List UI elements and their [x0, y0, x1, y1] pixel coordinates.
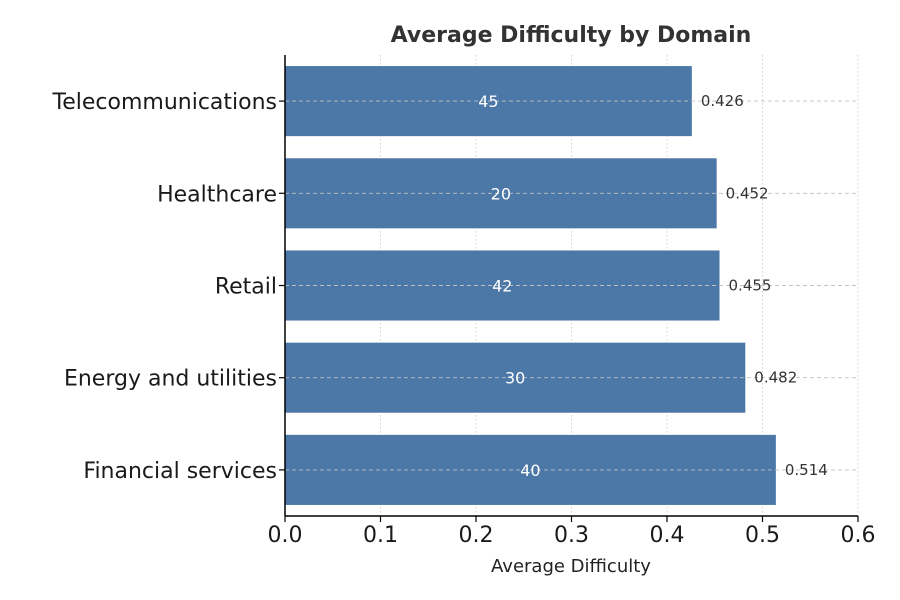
bar-value-label: 0.455	[729, 277, 772, 295]
bar	[285, 342, 746, 413]
x-tick-label: 0.0	[268, 523, 303, 548]
x-tick-label: 0.3	[554, 523, 589, 548]
category-label: Telecommunications	[52, 90, 277, 115]
bar-value-label: 0.514	[785, 461, 828, 479]
horizontal-gridlines	[285, 100, 858, 471]
category-label: Financial services	[83, 459, 277, 484]
bar-inner-label: 20	[491, 184, 511, 203]
bar-value-label: 0.452	[726, 184, 769, 202]
category-label: Healthcare	[157, 182, 277, 207]
value-labels: 0.426 0.452 0.455 0.482 0.514	[701, 92, 828, 479]
bar-value-label: 0.426	[701, 92, 744, 110]
x-tick-label: 0.5	[745, 523, 780, 548]
chart-title: Average Difficulty by Domain	[391, 23, 752, 48]
x-tick-label: 0.2	[459, 523, 494, 548]
inbar-labels: 45 20 42 30 40	[478, 92, 540, 480]
x-tick-label: 0.6	[841, 523, 876, 548]
bar-inner-label: 30	[505, 369, 525, 388]
x-tick-label: 0.1	[363, 523, 398, 548]
bar-value-label: 0.482	[754, 369, 797, 387]
bar-inner-label: 40	[520, 461, 540, 480]
x-tick-label: 0.4	[650, 523, 685, 548]
category-label: Energy and utilities	[64, 367, 277, 392]
x-axis-ticks: 0.0 0.1 0.2 0.3 0.4 0.5 0.6	[268, 516, 876, 548]
bar-inner-label: 42	[492, 277, 512, 296]
category-label: Retail	[215, 275, 277, 300]
bar-inner-label: 45	[478, 92, 498, 111]
x-axis-label: Average Difficulty	[491, 556, 651, 577]
y-axis-ticks: Telecommunications Healthcare Retail Energy…	[52, 90, 285, 484]
